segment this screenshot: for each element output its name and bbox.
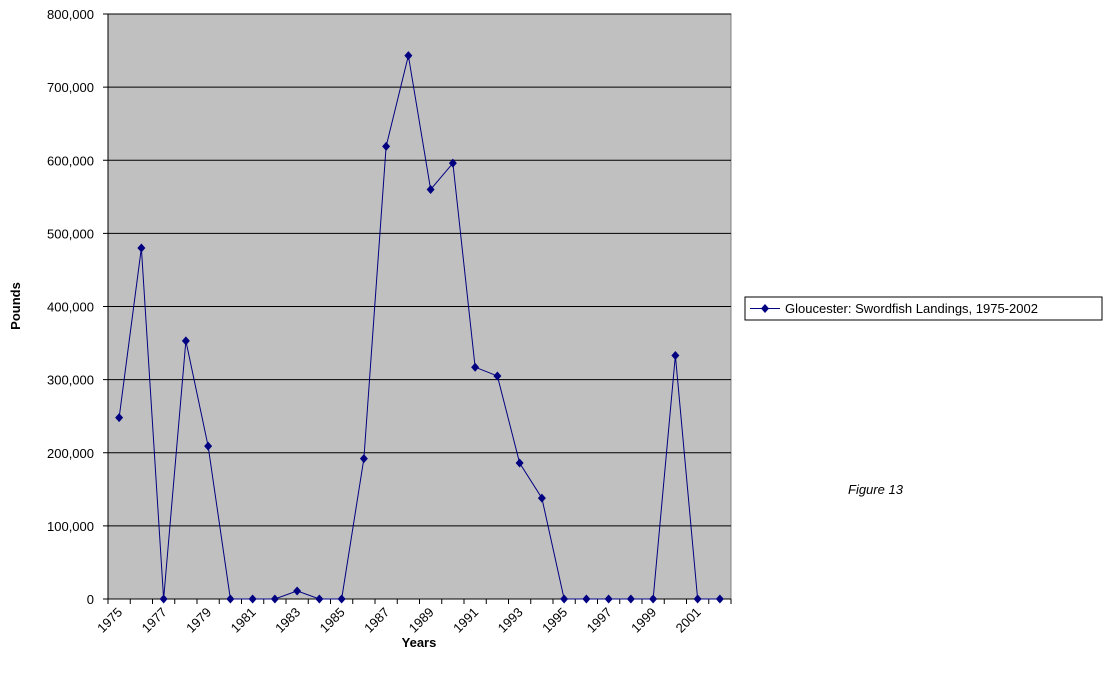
data-point (693, 594, 702, 604)
figure-label: Figure 13 (848, 482, 904, 497)
data-point (715, 594, 724, 604)
x-tick-label: 1999 (628, 605, 659, 636)
y-tick-label: 700,000 (47, 80, 94, 95)
y-tick-label: 0 (87, 592, 94, 607)
data-point (537, 493, 546, 503)
legend-marker-swatch (761, 304, 769, 313)
x-axis-title: Years (402, 635, 437, 650)
x-tick-label: 1977 (139, 605, 170, 636)
data-point (115, 413, 124, 423)
data-point (404, 51, 413, 61)
legend-label: Gloucester: Swordfish Landings, 1975-200… (785, 301, 1038, 316)
data-point (604, 594, 613, 604)
y-tick-label: 800,000 (47, 7, 94, 22)
data-point (204, 441, 213, 451)
legend: Gloucester: Swordfish Landings, 1975-200… (744, 296, 1103, 321)
data-point (649, 594, 658, 604)
x-tick-label: 1983 (272, 605, 303, 636)
data-point (382, 141, 391, 151)
data-point (426, 185, 435, 194)
data-point (515, 458, 524, 468)
data-point (448, 158, 457, 168)
y-tick-label: 300,000 (47, 373, 94, 388)
data-point (270, 594, 279, 604)
series-line (118, 55, 720, 600)
data-point (493, 371, 502, 381)
legend-box (744, 296, 1103, 321)
x-axis: 1975 1977 1979 1981 1983 1985 1987 1989 1991 1993… (94, 598, 732, 636)
data-point (582, 594, 591, 604)
data-point (315, 594, 324, 604)
data-markers (115, 51, 724, 604)
data-point (560, 594, 569, 604)
x-tick-label: 1985 (317, 605, 348, 636)
x-tick-label: 2001 (673, 605, 704, 636)
data-point (226, 594, 235, 604)
data-point (626, 594, 635, 604)
data-point (293, 586, 302, 596)
y-axis: 0 100,000 200,000 300,000 400,000 500,000 600,… (47, 7, 109, 607)
y-tick-label: 200,000 (47, 446, 94, 461)
y-tick-label: 100,000 (47, 519, 94, 534)
y-tick-label: 600,000 (47, 153, 94, 168)
y-axis-title: Pounds (8, 282, 23, 330)
gridlines (108, 13, 731, 527)
data-point (181, 336, 190, 346)
x-tick-label: 1989 (406, 605, 437, 636)
data-point (137, 243, 146, 253)
data-point (471, 362, 480, 372)
x-tick-label: 1995 (539, 605, 570, 636)
x-tick-label: 1993 (495, 605, 526, 636)
data-point (159, 594, 168, 604)
x-tick-label: 1997 (584, 605, 615, 636)
x-tick-label: 1975 (94, 605, 125, 636)
data-point (359, 454, 368, 464)
x-tick-label: 1979 (183, 605, 214, 636)
y-tick-label: 400,000 (47, 300, 94, 315)
data-point (248, 594, 257, 604)
x-tick-label: 1981 (228, 605, 259, 636)
x-tick-label: 1987 (361, 605, 392, 636)
data-point (671, 350, 680, 360)
y-tick-label: 500,000 (47, 226, 94, 241)
x-tick-label: 1991 (450, 605, 481, 636)
data-point (337, 594, 346, 604)
